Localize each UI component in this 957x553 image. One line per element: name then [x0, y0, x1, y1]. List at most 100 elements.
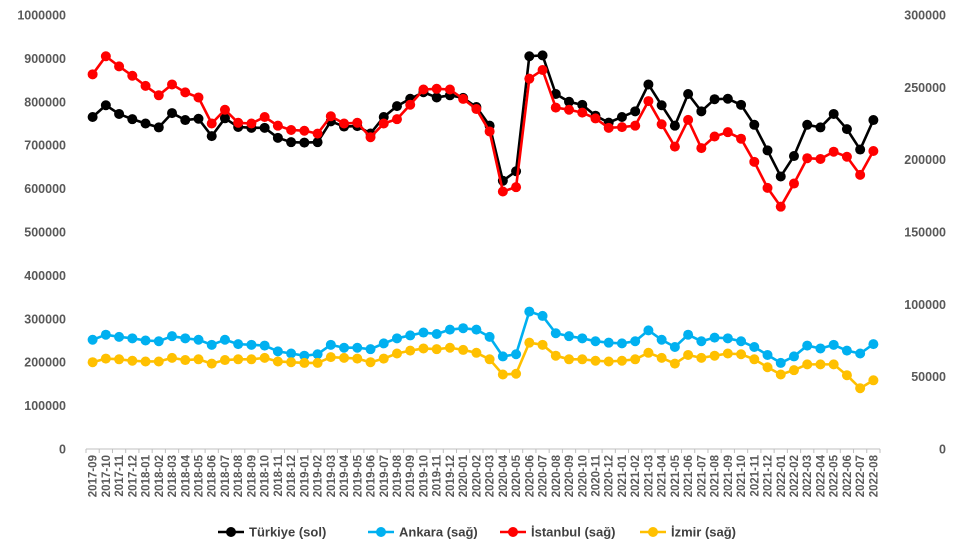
data-point — [577, 354, 588, 365]
data-point — [669, 342, 680, 353]
data-point — [140, 80, 151, 91]
x-tick-label: 2020-04 — [498, 454, 510, 497]
data-point — [749, 119, 760, 130]
y-right-tick-label: 200000 — [904, 153, 946, 167]
data-point — [709, 350, 720, 361]
x-tick-label: 2021-07 — [696, 455, 708, 497]
x-tick-label: 2022-01 — [776, 454, 788, 497]
data-point — [815, 153, 826, 164]
data-point — [471, 347, 482, 358]
data-point — [405, 99, 416, 110]
data-point — [828, 108, 839, 119]
legend-item: İzmir (sağ) — [640, 525, 736, 540]
x-tick-label: 2022-08 — [868, 454, 880, 497]
data-point — [775, 171, 786, 182]
data-point — [669, 358, 680, 369]
data-point — [127, 333, 138, 344]
data-point — [233, 117, 244, 128]
data-point — [709, 131, 720, 142]
x-tick-label: 2018-01 — [141, 454, 153, 497]
x-tick-label: 2018-12 — [286, 455, 298, 497]
x-tick-label: 2020-09 — [564, 455, 576, 497]
data-point — [775, 369, 786, 380]
data-point — [87, 111, 98, 122]
data-point — [127, 355, 138, 366]
data-point — [709, 332, 720, 343]
y-left-tick-label: 800000 — [24, 95, 66, 109]
data-point — [603, 356, 614, 367]
data-point — [564, 104, 575, 115]
data-point — [802, 119, 813, 130]
y-left-tick-label: 1000000 — [17, 9, 66, 23]
data-point — [444, 342, 455, 353]
data-point — [828, 339, 839, 350]
data-point — [418, 84, 429, 95]
data-point — [114, 108, 125, 119]
x-tick-label: 2020-01 — [458, 454, 470, 497]
x-tick-label: 2019-07 — [379, 455, 391, 497]
x-tick-label: 2021-01 — [617, 454, 629, 497]
axes-layer: 0100000200000300000400000500000600000700… — [17, 9, 946, 498]
data-point — [100, 353, 111, 364]
y-left-tick-label: 500000 — [24, 226, 66, 240]
data-point — [180, 87, 191, 98]
data-point — [219, 104, 230, 115]
data-point — [855, 169, 866, 180]
data-point — [339, 352, 350, 363]
x-tick-label: 2021-12 — [763, 455, 775, 497]
data-point — [736, 349, 747, 360]
data-point — [669, 141, 680, 152]
data-point — [312, 349, 323, 360]
legend: Türkiye (sol) Ankara (sağ) İstanbul (sağ) İ… — [218, 525, 736, 540]
data-point — [378, 353, 389, 364]
data-point — [616, 111, 627, 122]
legend-label: Türkiye (sol) — [249, 525, 326, 540]
data-point — [736, 99, 747, 110]
data-point — [286, 137, 297, 148]
legend-label: İzmir (sağ) — [671, 525, 736, 540]
data-point — [127, 114, 138, 125]
data-point — [246, 118, 257, 129]
data-point — [696, 336, 707, 347]
data-point — [855, 383, 866, 394]
data-point — [855, 348, 866, 359]
x-tick-label: 2022-02 — [789, 455, 801, 497]
data-point — [391, 348, 402, 359]
data-point — [484, 126, 495, 137]
data-point — [312, 128, 323, 139]
x-tick-label: 2021-05 — [670, 454, 682, 497]
x-tick-label: 2019-02 — [313, 455, 325, 497]
y-left-tick-label: 100000 — [24, 399, 66, 413]
legend-swatch-marker — [376, 527, 386, 537]
data-point — [722, 93, 733, 104]
data-point — [537, 50, 548, 61]
x-tick-label: 2019-10 — [418, 455, 430, 497]
data-point — [471, 324, 482, 335]
data-point — [299, 137, 310, 148]
x-tick-label: 2020-12 — [604, 455, 616, 497]
data-point — [762, 362, 773, 373]
data-point — [511, 182, 522, 193]
data-point — [788, 151, 799, 162]
data-point — [616, 122, 627, 133]
legend-item: Türkiye (sol) — [218, 525, 326, 540]
data-point — [219, 113, 230, 124]
x-tick-label: 2022-04 — [815, 454, 827, 497]
data-point — [127, 70, 138, 81]
x-tick-label: 2020-11 — [590, 454, 602, 496]
data-point — [391, 101, 402, 112]
data-point — [868, 375, 879, 386]
x-tick-label: 2018-03 — [167, 455, 179, 497]
x-tick-label: 2020-02 — [471, 455, 483, 497]
legend-item: İstanbul (sağ) — [500, 525, 616, 540]
data-point — [736, 133, 747, 144]
data-point — [365, 132, 376, 143]
x-tick-label: 2019-05 — [352, 454, 364, 497]
data-point — [815, 359, 826, 370]
legend-label: İstanbul (sağ) — [531, 525, 616, 540]
data-point — [828, 359, 839, 370]
data-point — [775, 201, 786, 212]
data-point — [180, 355, 191, 366]
data-point — [153, 356, 164, 367]
data-point — [206, 131, 217, 142]
